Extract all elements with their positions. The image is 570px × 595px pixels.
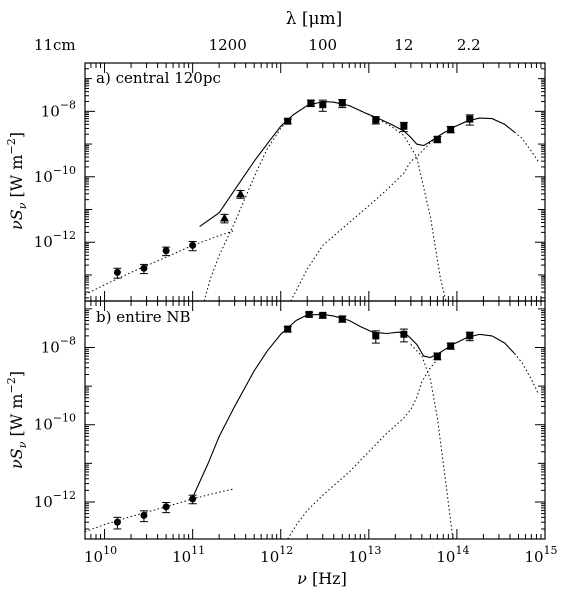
data-point [307, 99, 315, 107]
y-tick-label: 10−10 [34, 164, 76, 186]
top-axis-tick-labels: 11cm 1200 100 12 2.2 [34, 36, 481, 54]
x-tick-label: 1014 [436, 544, 469, 566]
data-point [447, 125, 455, 133]
model-component-line [203, 100, 447, 302]
panel-a-annotation: a) central 120pc [96, 69, 221, 87]
data-point [447, 342, 455, 350]
panel-a: a) central 120pc 10−8 10−10 10−12 [34, 62, 546, 302]
data-point [305, 310, 313, 318]
data-point [140, 511, 148, 519]
x-tick-label: 1010 [84, 544, 117, 566]
total-model-tail [514, 131, 540, 163]
x-tick-label: 1013 [348, 544, 381, 566]
top-tick-label: 11cm [34, 36, 76, 54]
data-point [319, 101, 327, 109]
panel-a-y-tick-labels: 10−8 10−10 10−12 [34, 98, 76, 251]
x-tick-label: 1015 [524, 544, 557, 566]
top-tick-label: 12 [394, 36, 413, 54]
panel-a-points [113, 98, 474, 279]
total-model-line [192, 313, 515, 498]
panel-b-frame [84, 300, 546, 540]
panel-a-frame [84, 62, 546, 302]
panel-a-model [199, 100, 540, 228]
y-tick-label: 10−12 [34, 489, 76, 511]
data-point [219, 213, 229, 222]
top-tick-label: 1200 [209, 36, 247, 54]
data-point [372, 332, 380, 340]
top-axis-title: λ [μm] [286, 9, 343, 29]
data-point [400, 330, 408, 338]
top-tick-label: 100 [308, 36, 337, 54]
y-tick-label: 10−10 [34, 412, 76, 434]
panel-a-components [84, 100, 447, 302]
model-component-line [290, 135, 441, 302]
data-point [236, 189, 246, 198]
data-point [466, 115, 474, 123]
data-point [433, 135, 441, 143]
x-axis-tick-labels: 1010 1011 1012 1013 1014 1015 [84, 544, 558, 566]
data-point [433, 352, 441, 360]
x-tick-label: 1012 [260, 544, 293, 566]
model-component-line [410, 344, 454, 540]
model-component-line [287, 355, 441, 540]
data-point [338, 99, 346, 107]
top-tick-label: 2.2 [457, 36, 481, 54]
x-axis-title: ν [Hz] [297, 569, 347, 588]
data-point [284, 117, 292, 125]
model-component-line [84, 229, 235, 296]
data-point [189, 241, 197, 249]
data-point [466, 332, 474, 340]
data-point [284, 325, 292, 333]
model-component-line [84, 488, 235, 533]
data-point [189, 495, 197, 503]
data-point [162, 503, 170, 511]
panel-b-annotation: b) entire NB [96, 308, 191, 326]
y-tick-label: 10−8 [41, 335, 76, 357]
panel-b: b) entire NB 10−8 10−10 10−12 [34, 300, 546, 540]
total-model-line [199, 100, 515, 228]
total-model-tail [514, 353, 540, 395]
panel-b-model [192, 313, 540, 498]
data-point [372, 116, 380, 124]
data-point [162, 247, 170, 255]
panel-b-ticks [84, 301, 546, 539]
data-point [113, 268, 121, 276]
data-point [319, 311, 327, 319]
data-point [338, 315, 346, 323]
panel-a-ticks [84, 62, 546, 301]
panel-b-y-tick-labels: 10−8 10−10 10−12 [34, 335, 76, 511]
panel-b-y-axis-title: νSν [W m−2] [5, 371, 29, 469]
panel-b-components [84, 344, 454, 540]
panel-a-y-axis-title: νSν [W m−2] [5, 132, 29, 230]
data-point [113, 518, 121, 526]
y-tick-label: 10−8 [41, 98, 76, 120]
x-tick-label: 1011 [172, 544, 205, 566]
data-point [140, 264, 148, 272]
panel-b-points [113, 310, 474, 530]
y-tick-label: 10−12 [34, 229, 76, 251]
data-point [400, 122, 408, 130]
